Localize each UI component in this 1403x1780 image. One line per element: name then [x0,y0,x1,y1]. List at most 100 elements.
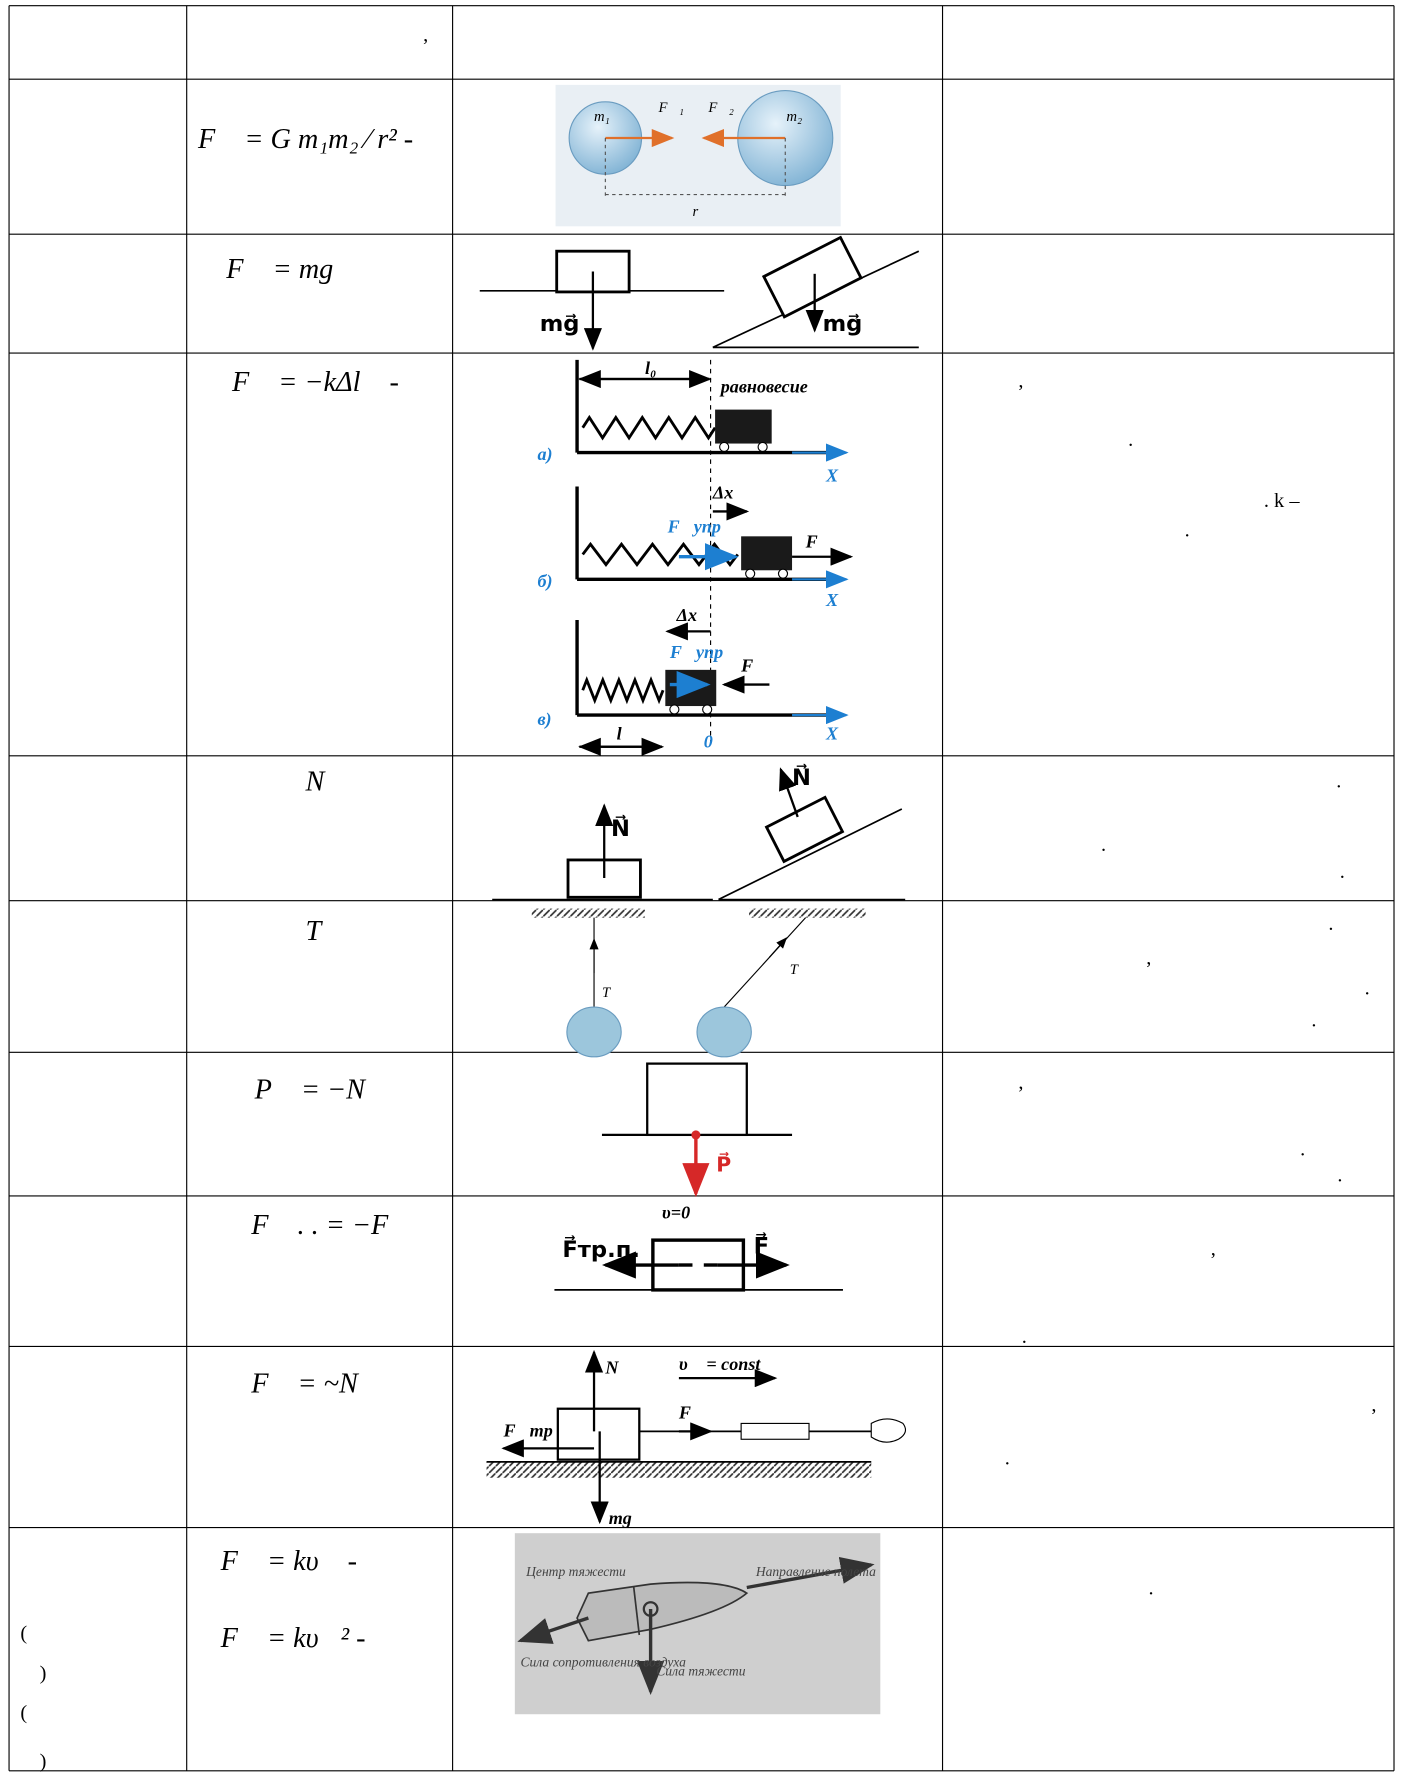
cell-text: . [1022,1326,1027,1348]
figure-label: T⃗ [602,985,622,1001]
figure-label: F⃗ [740,656,767,676]
figure-label: F⃗тр.п. [562,1235,640,1263]
figure-label: P⃗ [716,1152,731,1177]
block [761,235,863,319]
formula: F⃗ = −kΔl⃗ - [231,367,399,398]
figure-label: в) [537,709,551,730]
figure-label: Центр тяжести [525,1564,626,1579]
cell-text: ) [40,1662,47,1684]
figure-label: r [692,204,698,220]
figure-label: Сила сопротивления воздуха [520,1654,686,1669]
figure-label: F⃗ [678,1403,705,1423]
line [723,917,807,1008]
block [715,409,772,444]
figure-label: F⃗упр [669,642,723,662]
cell-text: ( [20,1623,27,1645]
spring [581,541,739,567]
wheel [745,568,756,579]
figure-label: l [617,724,622,744]
arrow [746,1556,875,1590]
formula: N⃗ [305,767,347,798]
formula: F⃗ = G m₁m₂ ⁄ r² - [197,124,413,155]
formula: F⃗ = kυ⃗² - [220,1623,366,1654]
cell-text: . [1005,1447,1010,1469]
block [665,669,717,707]
cell-text: . [1337,1164,1342,1186]
formula: T⃗ [306,916,344,947]
hand [870,1418,907,1443]
formula: F⃗ = ~N⃗ [250,1369,380,1400]
figure-label: 0 [704,732,713,752]
figure-label: Δx⃗ [712,483,747,503]
figure-label: Направление полета [755,1564,876,1579]
ball [696,1006,752,1058]
figure-label: X [825,466,839,486]
cell-text: . [1336,771,1341,793]
arrow [517,1616,589,1644]
cell-text: , [1371,1394,1376,1416]
cell-text: , [1146,947,1151,969]
figure-label: F⃗тр [503,1421,553,1441]
cell-text: , [1018,370,1023,392]
block [741,536,793,571]
figure-label: F⃗упр [667,517,721,537]
cell-text: . k – [1264,490,1300,512]
figure-label: m₁ [594,109,610,125]
wheel [702,704,713,715]
figure-label: l₀ [645,358,656,378]
ball [566,1006,622,1058]
cell-text: . [1328,913,1333,935]
formula: F⃗ = mg⃗ [225,254,355,285]
ceiling [749,908,866,918]
ground [486,1461,872,1478]
block [646,1062,748,1137]
figure-label: N⃗ [604,1357,632,1377]
figure-label: m₂ [786,109,802,125]
figure-label: F⃗ [805,531,832,551]
figure-label: mg⃗ [609,1508,646,1528]
figure-label: б) [537,571,552,592]
figure-label: F⃗ [754,1231,769,1259]
arrow [779,767,799,818]
figure-label: mg⃗ [540,311,580,337]
figure-label: X [825,724,839,744]
cell-text: . [1311,1009,1316,1031]
figure-label: T⃗ [790,962,810,978]
page: , F⃗ = G m₁m₂ ⁄ r² - m₁ F⃗₁ F⃗₂ m₂ r F⃗ = mg⃗ mg… [8,5,1395,1773]
formula: F⃗ . . = −F⃗ [250,1210,410,1241]
line [632,1586,641,1636]
cell-text: ( [20,1702,27,1724]
figure-label: F⃗₁ [658,100,685,116]
formula: , [423,24,428,46]
figure-label: mg⃗ [823,311,863,337]
cell-text: . [1128,429,1133,451]
figure-label: Сила тяжести [656,1663,745,1678]
figure-label: X [825,590,839,610]
dynamometer [740,1422,810,1440]
arrow [768,937,788,958]
cell-text: . [1148,1577,1153,1599]
cell-text: . [1365,978,1370,1000]
ceiling [531,908,645,918]
figure-label: равновесие [719,376,808,396]
cell-text: , [1211,1238,1216,1260]
cell-text: . [1101,834,1106,856]
figure-label: N⃗ [792,763,811,791]
figure-label: F⃗₂ [707,100,734,116]
block [764,795,845,864]
figure-label: Δx⃗ [676,605,711,625]
cell-text: , [1018,1072,1023,1094]
wheel [719,441,730,453]
bullet [576,1581,749,1642]
spring [581,676,665,705]
figure-label: N⃗ [611,814,630,842]
wheel [757,441,768,453]
cell-text: . [1300,1138,1305,1160]
wheel [669,704,680,715]
wheel [777,568,789,579]
cell-text: ) [40,1751,47,1773]
figure-label: υ=0 [662,1202,690,1222]
cell-text: . [1340,861,1345,883]
cell-text: . [1185,519,1190,541]
